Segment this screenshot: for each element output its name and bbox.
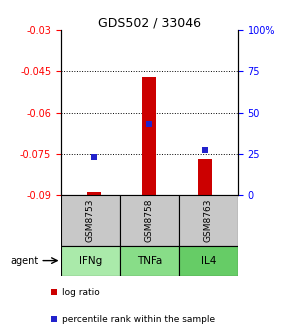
Text: agent: agent: [10, 256, 39, 265]
Text: GSM8763: GSM8763: [204, 199, 213, 242]
Text: IFNg: IFNg: [79, 256, 102, 265]
Text: GSM8758: GSM8758: [145, 199, 154, 242]
Bar: [120, 195, 179, 246]
Bar: [61, 246, 120, 276]
Bar: [120, 246, 179, 276]
Bar: [198, 159, 211, 195]
Bar: [179, 246, 238, 276]
Text: GSM8753: GSM8753: [86, 199, 95, 242]
Title: GDS502 / 33046: GDS502 / 33046: [98, 16, 201, 29]
Text: TNFa: TNFa: [137, 256, 162, 265]
Bar: [179, 195, 238, 246]
Bar: [87, 192, 101, 195]
Bar: [142, 77, 156, 195]
Text: log ratio: log ratio: [62, 288, 100, 297]
Text: IL4: IL4: [201, 256, 216, 265]
Text: percentile rank within the sample: percentile rank within the sample: [62, 314, 215, 324]
Bar: [61, 195, 120, 246]
